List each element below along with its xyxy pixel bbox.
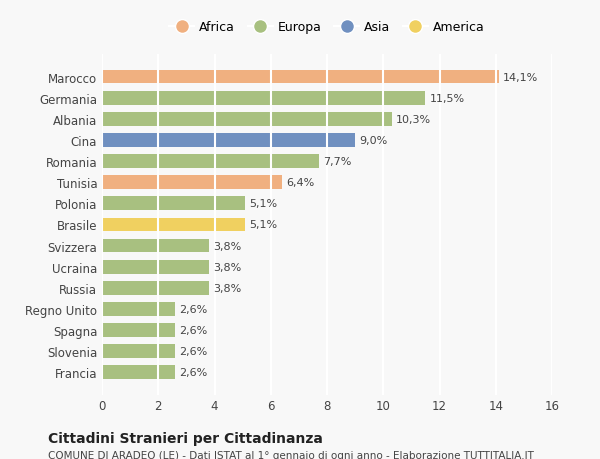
Bar [102, 197, 245, 211]
Text: 2,6%: 2,6% [179, 325, 208, 335]
Text: 2,6%: 2,6% [179, 368, 208, 377]
Bar [102, 176, 282, 190]
Text: COMUNE DI ARADEO (LE) - Dati ISTAT al 1° gennaio di ogni anno - Elaborazione TUT: COMUNE DI ARADEO (LE) - Dati ISTAT al 1°… [48, 450, 534, 459]
Bar [102, 71, 499, 84]
Bar [102, 134, 355, 147]
Text: 2,6%: 2,6% [179, 304, 208, 314]
Bar [102, 260, 209, 274]
Bar [102, 345, 175, 358]
Bar [102, 302, 175, 316]
Text: 3,8%: 3,8% [213, 283, 241, 293]
Text: 6,4%: 6,4% [286, 178, 314, 188]
Text: 9,0%: 9,0% [359, 135, 388, 146]
Bar [102, 366, 175, 379]
Text: 5,1%: 5,1% [250, 220, 278, 230]
Bar [102, 281, 209, 295]
Text: 11,5%: 11,5% [430, 94, 465, 103]
Bar [102, 324, 175, 337]
Text: 7,7%: 7,7% [323, 157, 351, 167]
Text: Cittadini Stranieri per Cittadinanza: Cittadini Stranieri per Cittadinanza [48, 431, 323, 445]
Text: 10,3%: 10,3% [396, 115, 431, 124]
Bar [102, 218, 245, 232]
Bar [102, 155, 319, 168]
Bar [102, 239, 209, 253]
Text: 3,8%: 3,8% [213, 241, 241, 251]
Bar [102, 112, 392, 126]
Text: 5,1%: 5,1% [250, 199, 278, 209]
Text: 2,6%: 2,6% [179, 347, 208, 356]
Text: 3,8%: 3,8% [213, 262, 241, 272]
Legend: Africa, Europa, Asia, America: Africa, Europa, Asia, America [166, 17, 488, 38]
Bar [102, 92, 425, 105]
Text: 14,1%: 14,1% [503, 73, 538, 82]
